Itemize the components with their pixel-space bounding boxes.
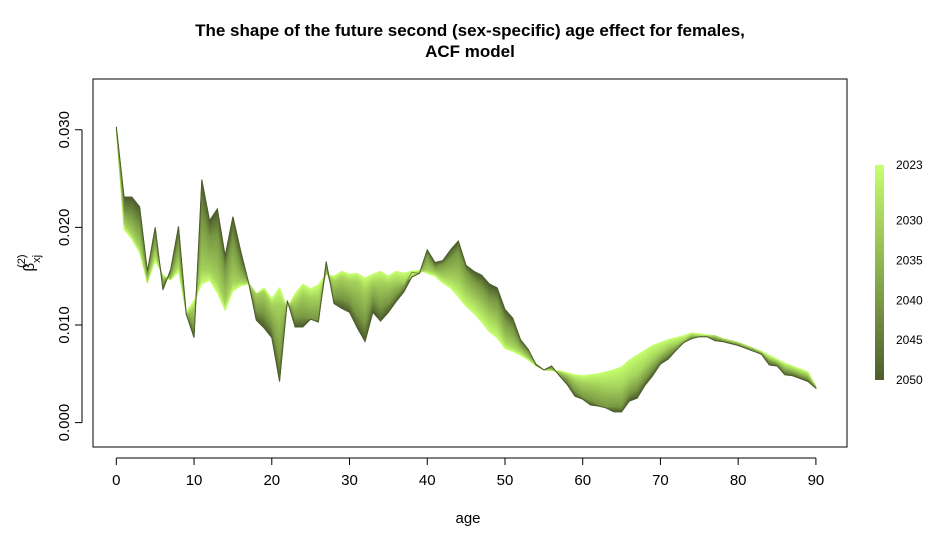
series-line-2030 bbox=[115, 129, 817, 388]
y-tick-label-0: 0.000 bbox=[56, 404, 73, 442]
plot-frame bbox=[92, 78, 848, 448]
legend: 2023 2030 2035 2040 2045 2050 bbox=[875, 158, 923, 387]
x-tick-label-20: 20 bbox=[263, 472, 280, 489]
x-tick-label-50: 50 bbox=[497, 472, 514, 489]
y-axis-label-text: βxj(2) bbox=[16, 254, 43, 271]
legend-label-2045: 2045 bbox=[896, 333, 923, 347]
y-axis-label-sub: xj bbox=[31, 255, 43, 263]
legend-color-bar bbox=[875, 165, 884, 380]
y-axis-label-sup: (2) bbox=[16, 254, 28, 267]
x-tick-label-60: 60 bbox=[574, 472, 591, 489]
x-tick-label-0: 0 bbox=[112, 472, 120, 489]
chart-title-line2: ACF model bbox=[425, 42, 515, 61]
y-axis: 0.000 0.010 0.020 0.030 bbox=[56, 111, 83, 442]
x-tick-label-90: 90 bbox=[808, 472, 825, 489]
series-line-2050 bbox=[115, 126, 817, 413]
y-axis-label-base: β bbox=[21, 263, 38, 272]
plot-bands bbox=[115, 126, 817, 413]
x-tick-label-70: 70 bbox=[652, 472, 669, 489]
series-line-2023 bbox=[115, 130, 817, 387]
legend-labels: 2023 2030 2035 2040 2045 2050 bbox=[896, 158, 923, 387]
legend-label-2040: 2040 bbox=[896, 293, 923, 307]
legend-label-2023: 2023 bbox=[896, 158, 923, 172]
x-tick-label-80: 80 bbox=[730, 472, 747, 489]
legend-label-2030: 2030 bbox=[896, 214, 923, 228]
y-tick-label-3: 0.030 bbox=[56, 111, 73, 149]
x-tick-label-30: 30 bbox=[341, 472, 358, 489]
legend-label-2050: 2050 bbox=[896, 373, 923, 387]
x-tick-label-40: 40 bbox=[419, 472, 436, 489]
x-tick-label-10: 10 bbox=[186, 472, 203, 489]
legend-label-2035: 2035 bbox=[896, 254, 923, 268]
y-axis-label: βxj(2) bbox=[16, 254, 43, 271]
chart-title-line1: The shape of the future second (sex-spec… bbox=[195, 21, 745, 40]
x-axis-label: age bbox=[455, 510, 480, 527]
x-axis: 0 10 20 30 40 50 60 70 80 90 bbox=[112, 457, 825, 489]
y-tick-label-2: 0.020 bbox=[56, 209, 73, 247]
y-tick-label-1: 0.010 bbox=[56, 306, 73, 344]
